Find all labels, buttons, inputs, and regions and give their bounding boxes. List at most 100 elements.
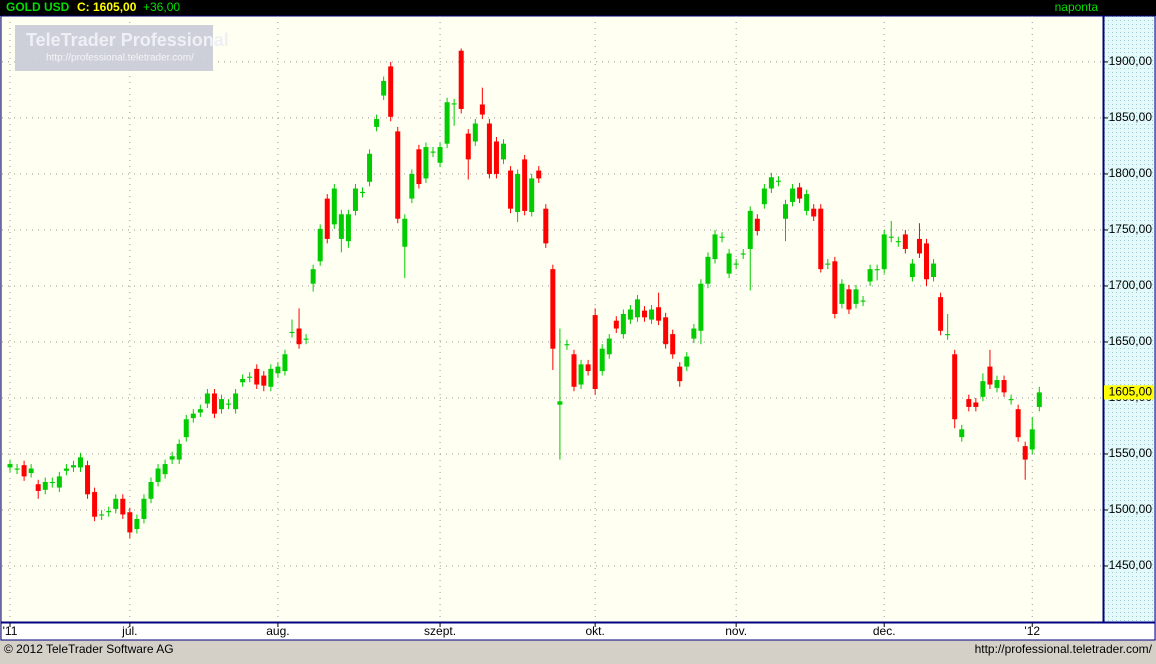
x-tick-label: '12 bbox=[1024, 624, 1040, 638]
candle-body bbox=[49, 481, 55, 484]
candle-body bbox=[909, 263, 915, 277]
candle-body bbox=[684, 356, 690, 367]
x-tick-label: szept. bbox=[424, 624, 456, 638]
candle-body bbox=[1022, 446, 1028, 460]
period: naponta bbox=[1055, 0, 1099, 14]
candle-body bbox=[423, 147, 429, 179]
candle-body bbox=[465, 133, 471, 160]
copyright: © 2012 TeleTrader Software AG bbox=[4, 642, 174, 656]
candle-body bbox=[620, 313, 626, 335]
candle-body bbox=[966, 399, 972, 407]
candle-body bbox=[240, 378, 246, 383]
candle-body bbox=[42, 481, 48, 490]
y-tick-label: 1550,00 bbox=[1109, 446, 1153, 460]
candle-body bbox=[367, 153, 373, 182]
candle-body bbox=[134, 518, 140, 530]
candle-body bbox=[275, 366, 281, 374]
candle-body bbox=[85, 465, 91, 495]
candle-body bbox=[402, 218, 408, 247]
y-tick-label: 1900,00 bbox=[1109, 54, 1153, 68]
candle-body bbox=[571, 354, 577, 387]
candle-body bbox=[719, 236, 725, 238]
candle-body bbox=[106, 511, 112, 513]
candle-body bbox=[479, 104, 485, 115]
candle-body bbox=[959, 429, 965, 438]
candle-body bbox=[1001, 380, 1007, 393]
candle-body bbox=[233, 393, 239, 410]
candle-body bbox=[1029, 429, 1035, 450]
candle-body bbox=[931, 263, 937, 277]
candle-body bbox=[564, 344, 570, 346]
candle-body bbox=[592, 315, 598, 390]
last-price-label: 1605,00 bbox=[1109, 385, 1153, 399]
candle-body bbox=[1008, 399, 1014, 401]
candle-body bbox=[825, 263, 831, 265]
candle-body bbox=[501, 143, 506, 160]
candle-body bbox=[994, 380, 1000, 388]
candle-body bbox=[726, 253, 732, 274]
x-tick-label: nov. bbox=[725, 624, 747, 638]
candle-body bbox=[606, 338, 612, 355]
symbol: GOLD USD bbox=[6, 0, 70, 14]
candle-body bbox=[113, 498, 119, 509]
candle-body bbox=[1015, 409, 1021, 438]
close-label: C: 1605,00 bbox=[77, 0, 137, 14]
x-tick-label: aug. bbox=[266, 624, 289, 638]
candle-body bbox=[733, 263, 739, 265]
candle-body bbox=[352, 188, 358, 211]
candle-body bbox=[310, 269, 316, 284]
candle-body bbox=[99, 514, 105, 516]
candle-body bbox=[35, 484, 41, 491]
candle-body bbox=[444, 102, 450, 144]
candle-body bbox=[56, 476, 62, 488]
candle-body bbox=[409, 173, 415, 199]
candle-body bbox=[888, 236, 894, 238]
candle-body bbox=[226, 403, 232, 405]
candle-body bbox=[881, 234, 887, 270]
candle-body bbox=[472, 123, 478, 142]
watermark-url: http://professional.teletrader.com/ bbox=[46, 53, 194, 64]
candle-body bbox=[7, 464, 13, 468]
candle-body bbox=[63, 468, 69, 471]
x-tick-label: okt. bbox=[585, 624, 604, 638]
candle-body bbox=[973, 402, 979, 407]
candle-body bbox=[790, 188, 796, 202]
candle-body bbox=[493, 141, 499, 174]
candle-body bbox=[895, 241, 901, 243]
candle-body bbox=[874, 269, 880, 271]
change: +36,00 bbox=[143, 0, 180, 14]
candle-body bbox=[649, 309, 655, 320]
y-tick-label: 1650,00 bbox=[1109, 334, 1153, 348]
candle-body bbox=[28, 468, 34, 474]
candle-body bbox=[338, 214, 344, 239]
candle-body bbox=[219, 399, 224, 410]
candle-body bbox=[381, 80, 387, 96]
candle-body bbox=[860, 300, 866, 302]
candle-body bbox=[374, 119, 380, 127]
candle-body bbox=[127, 512, 133, 533]
watermark-title: TeleTrader Professional bbox=[26, 30, 229, 50]
candle-body bbox=[832, 261, 838, 314]
candle-body bbox=[261, 375, 267, 386]
candle-body bbox=[529, 178, 535, 213]
candle-body bbox=[486, 123, 492, 174]
candle-body bbox=[345, 214, 351, 242]
x-tick-label: júl. bbox=[121, 624, 137, 638]
candle-body bbox=[670, 334, 676, 355]
candle-body bbox=[804, 194, 810, 211]
candle-body bbox=[987, 366, 993, 385]
candle-body bbox=[952, 354, 958, 420]
candle-body bbox=[818, 208, 824, 270]
candle-body bbox=[938, 297, 944, 331]
candle-body bbox=[155, 468, 161, 482]
y-tick-label: 1850,00 bbox=[1109, 110, 1153, 124]
candle-body bbox=[197, 409, 203, 413]
candle-body bbox=[92, 492, 98, 517]
candle-body bbox=[585, 364, 591, 372]
candle-body bbox=[14, 468, 20, 470]
candle-body bbox=[360, 191, 365, 193]
candle-body bbox=[797, 187, 803, 199]
candle-body bbox=[183, 419, 189, 438]
